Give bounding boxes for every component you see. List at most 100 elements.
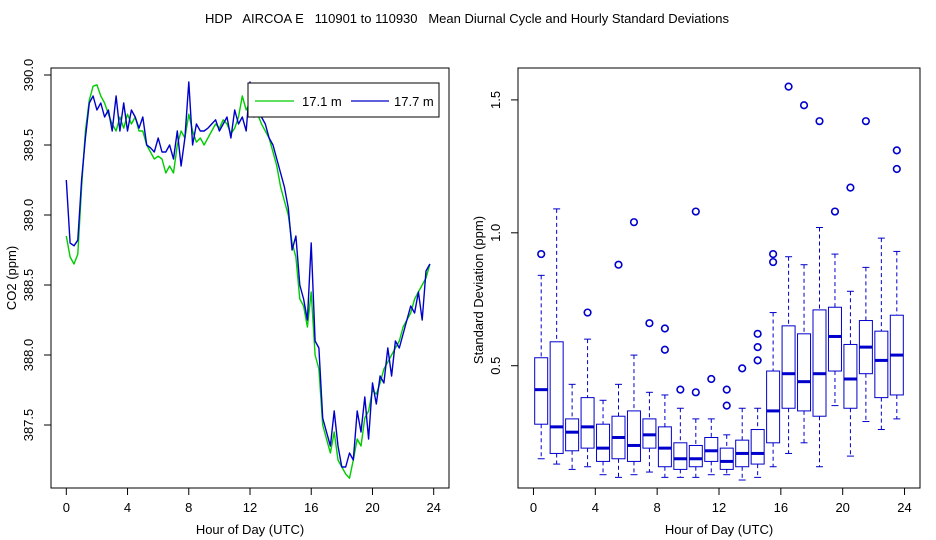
box-hour-3.5 [580,308,595,468]
iqr-box [797,333,812,412]
iqr-box [580,397,595,449]
iqr-box [781,325,796,409]
outlier-point [769,249,778,259]
right-x-tick-label: 20 [835,500,849,515]
box-hour-11.5 [704,374,719,476]
iqr-box [565,418,580,452]
box-hour-23.5 [889,146,904,420]
left-y-tick-label: 387.5 [21,409,36,442]
right-x-axis-label: Hour of Day (UTC) [665,522,773,537]
outlier-point [753,329,762,338]
iqr-box [596,423,611,462]
left-x-axis-label: Hour of Day (UTC) [196,522,304,537]
outlier-point [676,385,685,394]
box-hour-13.5 [735,364,750,481]
figure-title: HDP AIRCOA E 110901 to 110930 Mean Diurn… [205,11,729,26]
co2-diurnal-chart: Hour of Day (UTC) CO2 (ppm) 0 4 8 12 16 20 24 3… [4,59,450,537]
outlier-point [614,260,623,269]
left-y-tick-label: 390.0 [21,59,36,92]
box-hour-20.5 [843,183,858,457]
outlier-point [738,364,747,373]
iqr-box [549,341,564,454]
box-hour-4.5 [596,399,611,476]
std-dev-boxplot-chart: Hour of Day (UTC) Standard Deviation (pp… [471,67,921,537]
outlier-point [660,345,669,354]
outlier-point [660,324,669,333]
left-plot-frame [50,67,450,489]
outlier-point [815,117,824,126]
box-hour-17.5 [797,101,812,444]
box-hour-12.5 [719,385,734,476]
series-line-17-7-m [65,81,431,468]
outlier-point [892,146,901,155]
right-y-tick-label: 1.0 [488,224,503,242]
box-hour-22.5 [874,237,889,431]
iqr-box [626,410,641,462]
outlier-point [707,374,716,384]
box-hour-14.5 [750,329,765,478]
outlier-point [753,356,762,365]
box-hour-1.5 [549,208,564,465]
outlier-point [691,207,700,216]
box-hour-15.5 [766,249,781,468]
right-x-tick-label: 0 [530,500,537,515]
outlier-point [537,249,546,259]
box-hour-7.5 [642,319,657,473]
legend-label-17-1m: 17.1 m [302,94,342,109]
outlier-point [583,308,592,317]
left-x-tick-label: 8 [185,500,192,515]
outlier-point [769,257,778,267]
left-y-tick-label: 388.0 [21,339,36,372]
box-hour-18.5 [812,117,827,468]
outlier-point [722,385,731,394]
left-x-tick-label: 20 [365,500,379,515]
box-hour-0.5 [534,249,549,460]
outlier-point [629,218,639,227]
outlier-point [892,164,901,174]
left-x-tick-label: 24 [426,500,440,515]
left-y-tick-label: 388.5 [21,269,36,302]
left-x-tick-label: 16 [304,500,318,515]
box-hour-19.5 [827,207,842,407]
right-x-tick-label: 12 [712,500,726,515]
left-x-tick-label: 0 [63,500,70,515]
iqr-box [766,370,781,444]
right-x-tick-label: 16 [774,500,788,515]
legend-label-17-7m: 17.7 m [394,94,434,109]
left-y-axis-label: CO2 (ppm) [4,246,19,310]
outlier-point [799,101,809,110]
iqr-box [812,309,827,417]
outlier-point [722,401,731,410]
outlier-point [861,117,870,126]
right-x-tick-label: 24 [897,500,911,515]
left-x-tick-label: 12 [243,500,257,515]
left-y-tick-label: 389.0 [21,199,36,232]
left-x-tick-label: 4 [124,500,131,515]
iqr-box [750,429,765,465]
outlier-point [830,207,840,216]
box-hour-16.5 [781,82,796,454]
outlier-point [753,343,762,352]
box-hour-2.5 [565,383,580,470]
legend: 17.1 m 17.7 m [247,82,440,118]
box-hour-5.5 [611,260,626,478]
box-hour-8.5 [657,324,672,478]
right-y-tick-label: 0.5 [488,357,503,375]
legend-box [247,82,440,118]
right-x-tick-label: 4 [592,500,599,515]
box-hour-21.5 [858,117,873,423]
outlier-point [691,388,700,397]
outlier-point [645,319,654,328]
right-y-tick-label: 1.5 [488,91,503,109]
iqr-box [688,444,703,468]
left-y-tick-label: 389.5 [21,129,36,162]
iqr-box [673,442,688,470]
right-x-tick-label: 8 [654,500,661,515]
iqr-box [827,306,842,372]
box-hour-6.5 [626,218,641,476]
outlier-point [846,183,855,192]
outlier-point [784,82,793,91]
series-line-17-1-m [65,84,431,479]
box-hour-9.5 [673,385,688,478]
